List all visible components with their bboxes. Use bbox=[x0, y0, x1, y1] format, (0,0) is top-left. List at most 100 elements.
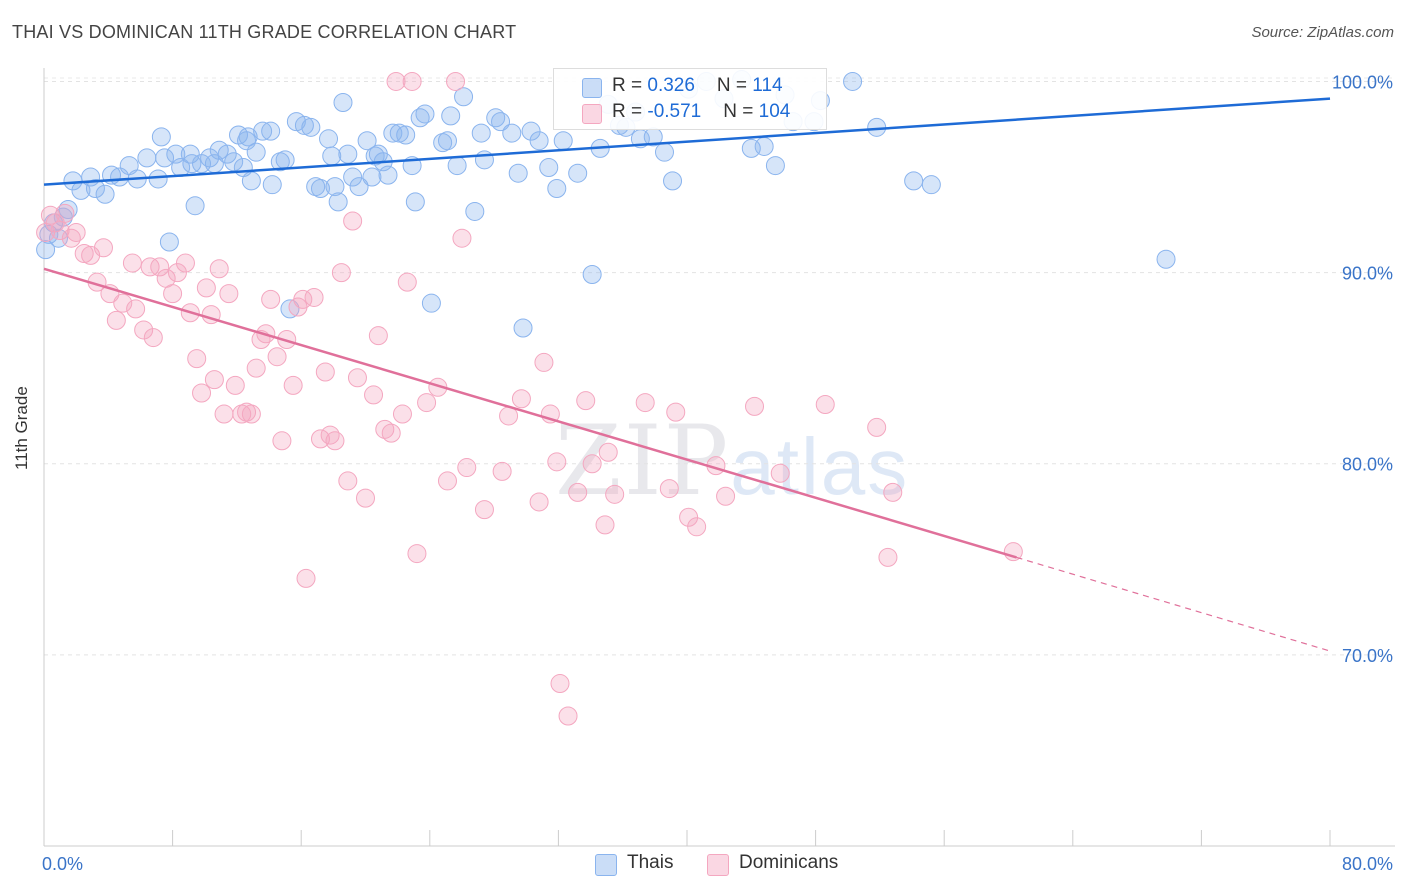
x-tick-label: 0.0% bbox=[42, 854, 83, 874]
point-dominicans bbox=[595, 515, 615, 535]
point-thais bbox=[182, 154, 202, 174]
r-value-thais: 0.326 bbox=[647, 75, 695, 96]
trend-line-dominicans bbox=[43, 267, 1017, 559]
point-dominicans bbox=[214, 404, 234, 424]
point-thais bbox=[238, 127, 258, 147]
point-dominicans bbox=[659, 479, 679, 499]
point-dominicans bbox=[605, 484, 625, 504]
point-dominicans bbox=[679, 507, 699, 527]
point-dominicans bbox=[163, 284, 183, 304]
point-thais bbox=[389, 123, 409, 143]
point-dominicans bbox=[547, 452, 567, 472]
point-thais bbox=[36, 240, 56, 260]
point-dominicans bbox=[113, 293, 133, 313]
point-dominicans bbox=[582, 454, 602, 474]
point-dominicans bbox=[716, 486, 736, 506]
point-thais bbox=[663, 171, 683, 191]
point-thais bbox=[441, 106, 461, 126]
point-thais bbox=[843, 71, 863, 91]
point-thais bbox=[502, 123, 522, 143]
y-tick-label: 80.0% bbox=[1342, 455, 1393, 475]
point-dominicans bbox=[883, 482, 903, 502]
point-dominicans bbox=[167, 263, 187, 283]
point-dominicans bbox=[343, 211, 363, 231]
legend-text-thais: R = 0.326 N = 114 bbox=[612, 75, 783, 97]
point-dominicans bbox=[474, 500, 494, 520]
legend-swatch-thais-bottom bbox=[595, 854, 617, 876]
point-dominicans bbox=[815, 394, 835, 414]
point-dominicans bbox=[36, 222, 56, 242]
point-dominicans bbox=[331, 263, 351, 283]
point-thais bbox=[310, 179, 330, 199]
point-dominicans bbox=[452, 228, 472, 248]
point-thais bbox=[151, 127, 171, 147]
point-thais bbox=[754, 136, 774, 156]
point-thais bbox=[921, 175, 941, 195]
point-thais bbox=[155, 148, 175, 168]
point-thais bbox=[85, 179, 105, 199]
point-thais bbox=[421, 293, 441, 313]
point-thais bbox=[447, 156, 467, 176]
source-credit: Source: ZipAtlas.com bbox=[1251, 24, 1394, 41]
point-thais bbox=[582, 265, 602, 285]
point-thais bbox=[904, 171, 924, 191]
point-dominicans bbox=[209, 259, 229, 279]
point-thais bbox=[508, 163, 528, 183]
y-tick-label: 70.0% bbox=[1342, 646, 1393, 666]
point-dominicans bbox=[397, 272, 417, 292]
n-value-thais: 114 bbox=[752, 75, 783, 96]
point-thais bbox=[294, 115, 314, 135]
n-label: N = bbox=[716, 75, 753, 96]
point-dominicans bbox=[666, 402, 686, 422]
point-thais bbox=[217, 144, 237, 164]
data-points bbox=[36, 70, 1176, 726]
point-dominicans bbox=[417, 393, 437, 413]
point-dominicans bbox=[446, 71, 466, 91]
axes bbox=[43, 68, 1395, 847]
point-dominicans bbox=[277, 329, 297, 349]
point-dominicans bbox=[175, 253, 195, 273]
x-tick-label: 80.0% bbox=[1342, 854, 1393, 874]
point-dominicans bbox=[402, 71, 422, 91]
point-thais bbox=[338, 144, 358, 164]
point-dominicans bbox=[364, 385, 384, 405]
point-dominicans bbox=[143, 328, 163, 348]
point-thais bbox=[529, 131, 549, 151]
point-dominicans bbox=[150, 257, 170, 277]
point-dominicans bbox=[219, 284, 239, 304]
trend-lines bbox=[43, 97, 1331, 652]
point-dominicans bbox=[106, 310, 126, 330]
point-dominicans bbox=[550, 674, 570, 694]
point-thais bbox=[357, 131, 377, 151]
stats-legend: R = 0.326 N = 114 R = -0.571 N = 104 bbox=[553, 68, 827, 130]
point-dominicans bbox=[407, 544, 427, 564]
point-thais bbox=[378, 165, 398, 185]
point-dominicans bbox=[272, 431, 292, 451]
point-dominicans bbox=[283, 375, 303, 395]
r-value-dominicans: -0.571 bbox=[647, 101, 702, 122]
point-dominicans bbox=[576, 391, 596, 411]
point-dominicans bbox=[770, 463, 790, 483]
point-dominicans bbox=[204, 370, 224, 390]
point-thais bbox=[765, 156, 785, 176]
point-thais bbox=[159, 232, 179, 252]
point-thais bbox=[301, 117, 321, 137]
point-thais bbox=[262, 175, 282, 195]
point-dominicans bbox=[122, 253, 142, 273]
point-dominicans bbox=[225, 375, 245, 395]
point-thais bbox=[246, 142, 266, 162]
trend-line-thais bbox=[43, 97, 1331, 186]
point-dominicans bbox=[386, 71, 406, 91]
point-dominicans bbox=[261, 289, 281, 309]
point-dominicans bbox=[296, 568, 316, 588]
legend-text-dominicans: R = -0.571 N = 104 bbox=[612, 101, 790, 123]
point-thais bbox=[322, 146, 342, 166]
legend-swatch-dominicans-bottom bbox=[707, 854, 729, 876]
point-dominicans bbox=[356, 488, 375, 508]
point-dominicans bbox=[392, 404, 412, 424]
point-dominicans bbox=[687, 517, 707, 537]
point-dominicans bbox=[347, 368, 367, 388]
legend-swatch-dominicans bbox=[582, 104, 602, 124]
point-thais bbox=[474, 150, 494, 170]
point-thais bbox=[325, 177, 345, 197]
